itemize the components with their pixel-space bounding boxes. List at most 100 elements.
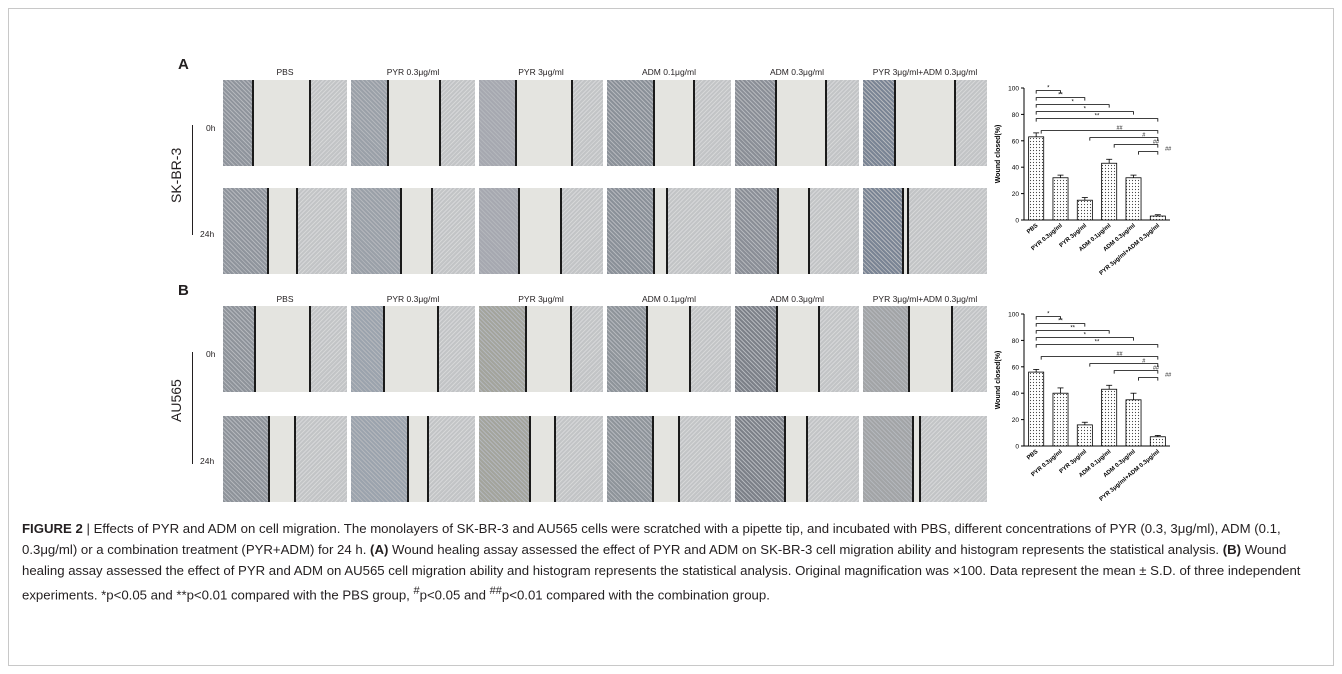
scratch-edge-line — [692, 80, 695, 166]
significance-bracket — [1035, 323, 1086, 327]
scratch-edge-line — [267, 416, 270, 502]
cell-monolayer-right — [431, 188, 475, 274]
cell-monolayer-right — [693, 80, 731, 166]
scratch-gap — [518, 188, 561, 274]
panel-b-letter: B — [178, 282, 189, 299]
cell-monolayer-left — [607, 306, 647, 392]
wound-micrograph — [479, 416, 603, 502]
bar — [1076, 199, 1093, 221]
significance-label: * — [1071, 100, 1074, 106]
cell-monolayer-left — [479, 306, 527, 392]
cell-monolayer-right — [952, 306, 987, 392]
panel-b-time-24h: 24h — [200, 456, 215, 466]
y-tick-label: 60 — [1012, 364, 1020, 371]
significance-label: ** — [1095, 340, 1100, 346]
wound-micrograph — [223, 306, 347, 392]
scratch-gap — [784, 416, 807, 502]
scratch-edge-line — [308, 306, 311, 392]
panel-b-cell-line: AU565 — [168, 379, 184, 422]
cell-monolayer-right — [309, 306, 347, 392]
scratch-edge-line — [774, 80, 777, 166]
scratch-gap — [252, 80, 310, 166]
scratch-edge-line — [894, 80, 897, 166]
scratch-edge-line — [777, 188, 780, 274]
bar — [1076, 424, 1093, 447]
scratch-gap — [400, 188, 432, 274]
cell-monolayer-left — [607, 416, 653, 502]
caption-separator: | — [82, 521, 94, 536]
cell-monolayer-right — [690, 306, 731, 392]
scratch-edge-line — [689, 306, 692, 392]
scratch-edge-line — [296, 188, 299, 274]
panel-a-time-24h: 24h — [200, 229, 215, 239]
wound-micrograph — [735, 416, 859, 502]
wound-micrograph — [863, 416, 987, 502]
scratch-edge-line — [553, 416, 556, 502]
wound-micrograph — [863, 80, 987, 166]
wound-micrograph — [351, 80, 475, 166]
scratch-edge-line — [805, 416, 808, 502]
cell-monolayer-left — [223, 80, 253, 166]
cell-monolayer-right — [427, 416, 475, 502]
scratch-gap — [646, 306, 691, 392]
combination-label: # — [1142, 133, 1146, 139]
scratch-gap — [908, 306, 953, 392]
scratch-edge-line — [653, 188, 656, 274]
y-tick-label: 0 — [1015, 444, 1019, 451]
bar — [1101, 388, 1118, 447]
scratch-edge-line — [665, 188, 668, 274]
panel-a-col-label: ADM 0.3μg/ml — [769, 67, 825, 77]
caption-ref-b: (B) — [1222, 542, 1242, 557]
wound-micrograph — [863, 306, 987, 392]
scratch-gap — [654, 80, 694, 166]
wound-micrograph — [607, 306, 731, 392]
wound-micrograph — [223, 188, 347, 274]
y-tick-label: 80 — [1012, 338, 1020, 345]
cell-monolayer-left — [863, 80, 896, 166]
cell-monolayer-right — [294, 416, 347, 502]
scratch-edge-line — [911, 416, 914, 502]
cell-monolayer-left — [735, 416, 785, 502]
x-tick-label: PBS — [1026, 223, 1039, 236]
scratch-edge-line — [953, 80, 956, 166]
significance-bracket — [1035, 118, 1159, 122]
y-tick-label: 20 — [1012, 417, 1020, 424]
wound-micrograph — [479, 188, 603, 274]
significance-label: ** — [1070, 326, 1075, 332]
panel-b-col-label: PYR 3μg/ml — [518, 294, 564, 304]
cell-monolayer-left — [735, 306, 778, 392]
significance-bracket — [1035, 111, 1134, 115]
scratch-edge-line — [266, 188, 269, 274]
cell-monolayer-right — [666, 188, 731, 274]
bar — [1028, 371, 1045, 447]
cell-monolayer-right — [809, 188, 859, 274]
caption-hash-single: # — [413, 585, 420, 597]
cell-monolayer-left — [607, 80, 655, 166]
bar — [1052, 392, 1069, 447]
cell-monolayer-right — [440, 80, 475, 166]
cell-monolayer-right — [825, 80, 859, 166]
scratch-edge-line — [387, 80, 390, 166]
scratch-edge-line — [426, 416, 429, 502]
scratch-gap — [652, 416, 679, 502]
panel-b-col-label: ADM 0.3μg/ml — [769, 294, 825, 304]
combination-label: ## — [1153, 140, 1160, 146]
scratch-edge-line — [645, 306, 648, 392]
scratch-edge-line — [293, 416, 296, 502]
scratch-edge-line — [436, 306, 439, 392]
scratch-gap — [778, 188, 810, 274]
scratch-gap — [255, 306, 310, 392]
significance-label: * — [1047, 86, 1050, 92]
panel-b-time-0h: 0h — [206, 349, 216, 359]
caption-hash-double: ## — [489, 585, 502, 597]
scratch-gap — [268, 416, 295, 502]
cell-monolayer-right — [572, 80, 603, 166]
significance-label: ** — [1058, 93, 1063, 99]
scratch-gap — [654, 188, 667, 274]
scratch-edge-line — [651, 416, 654, 502]
wound-micrograph — [223, 416, 347, 502]
y-axis-label: Wound closed(%) — [995, 351, 1002, 410]
significance-label: * — [1084, 107, 1087, 113]
cell-monolayer-right — [806, 416, 859, 502]
y-tick-label: 40 — [1012, 391, 1020, 398]
